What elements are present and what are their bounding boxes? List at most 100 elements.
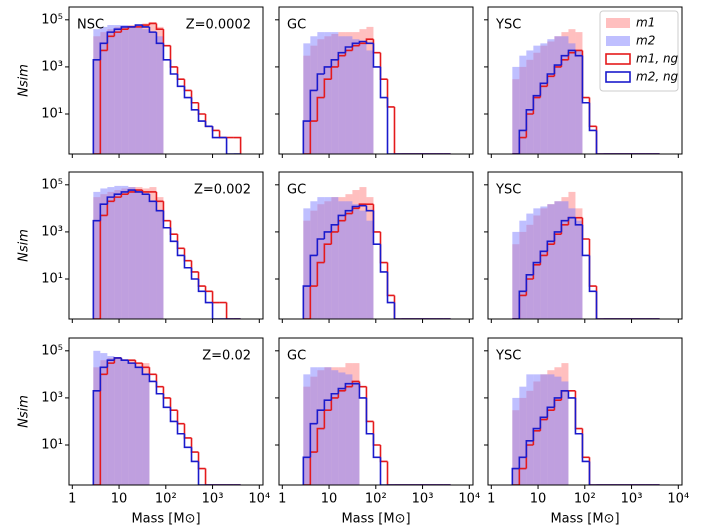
hist-step (162, 29, 171, 47)
hist-step (183, 433, 192, 449)
hist-step (99, 42, 108, 60)
hist-bar (142, 194, 150, 319)
hist-step (148, 26, 157, 33)
hist-step (546, 73, 555, 84)
x-tick-label: 10 (321, 492, 338, 507)
hist-bar (352, 381, 360, 485)
panel (302, 363, 451, 485)
hist-step (106, 359, 115, 368)
y-tick-label: 10³ (41, 390, 63, 405)
hist-bar (303, 208, 311, 319)
hist-step (386, 271, 395, 304)
hist-bar (512, 397, 520, 485)
hist-step (358, 42, 367, 46)
hist-step (511, 467, 520, 485)
hist-step (169, 45, 178, 68)
hist-step (372, 433, 381, 459)
hist-step (358, 204, 367, 207)
hist-step (581, 50, 590, 99)
y-axis-label: Nsim (17, 64, 32, 97)
hist-bar (121, 360, 129, 485)
hist-bar (561, 201, 569, 319)
hist-bar (317, 32, 325, 154)
hist-step (169, 407, 178, 423)
panel (92, 350, 241, 485)
hist-step (518, 456, 527, 469)
y-tick-label: 10⁵ (41, 12, 63, 27)
hist-step (525, 109, 534, 131)
hist-step (581, 217, 590, 240)
hist-step (379, 244, 388, 273)
panel (92, 22, 242, 154)
hist-step (546, 240, 555, 252)
hist-bar (533, 208, 541, 319)
hist-step (379, 231, 388, 264)
hist-bar (547, 39, 555, 154)
hist-bar (547, 204, 555, 319)
hist-step (379, 52, 388, 81)
hist-bar (575, 220, 583, 319)
hist-step (204, 113, 213, 128)
hist-step (302, 456, 311, 485)
panel-title: YSC (495, 183, 521, 198)
hist-step (120, 357, 129, 361)
hist-step (560, 219, 569, 232)
hist-step (344, 382, 353, 389)
y-tick-label: 10³ (41, 59, 63, 74)
y-tick-label: 10¹ (41, 106, 63, 121)
hist-step (539, 82, 548, 96)
hist-step (190, 267, 199, 280)
hist-step (134, 190, 143, 193)
hist-step (358, 40, 367, 44)
hist-step (309, 422, 318, 458)
hist-step (183, 86, 192, 99)
hist-step (134, 360, 143, 364)
hist-bar (533, 374, 541, 485)
hist-step (365, 205, 374, 212)
panel-annotation: Z=0.002 (194, 183, 251, 198)
hist-bar (114, 185, 122, 319)
panel (512, 29, 660, 154)
hist-step (309, 89, 318, 122)
hist-step (176, 421, 185, 435)
hist-step (176, 73, 185, 88)
hist-step (204, 468, 213, 485)
hist-bar (352, 39, 360, 154)
hist-bar (554, 36, 562, 154)
hist-step (106, 196, 115, 205)
hist-bar (93, 191, 101, 319)
hist-bar (345, 201, 353, 319)
hist-step (351, 380, 360, 387)
hist-step (302, 120, 311, 154)
hist-step (323, 231, 332, 239)
hist-bar (100, 188, 108, 319)
hist-bar (526, 213, 534, 319)
hist-bar (338, 372, 346, 485)
hist-bar (359, 43, 367, 154)
hist-step (225, 137, 234, 154)
hist-bar (561, 381, 569, 485)
hist-step (358, 383, 367, 399)
hist-step (330, 59, 339, 67)
hist-step (309, 254, 318, 287)
hist-bar (575, 50, 583, 154)
hist-step (148, 374, 157, 383)
hist-step (588, 255, 597, 293)
hist-step (141, 191, 150, 195)
hist-step (183, 79, 192, 92)
hist-bar (310, 201, 318, 319)
hist-step (337, 214, 346, 225)
x-tick-label: 10³ (621, 492, 643, 507)
panel-annotation: Z=0.0002 (186, 18, 251, 33)
hist-bar (310, 367, 318, 485)
hist-step (197, 102, 206, 115)
hist-step (532, 94, 541, 110)
y-tick-label: 10⁵ (41, 177, 63, 192)
hist-step (134, 363, 143, 369)
hist-step (302, 285, 311, 319)
hist-step (197, 461, 206, 485)
panel (92, 185, 241, 319)
hist-bar (359, 210, 367, 319)
x-tick-label: 10 (530, 492, 547, 507)
hist-step (92, 59, 101, 154)
